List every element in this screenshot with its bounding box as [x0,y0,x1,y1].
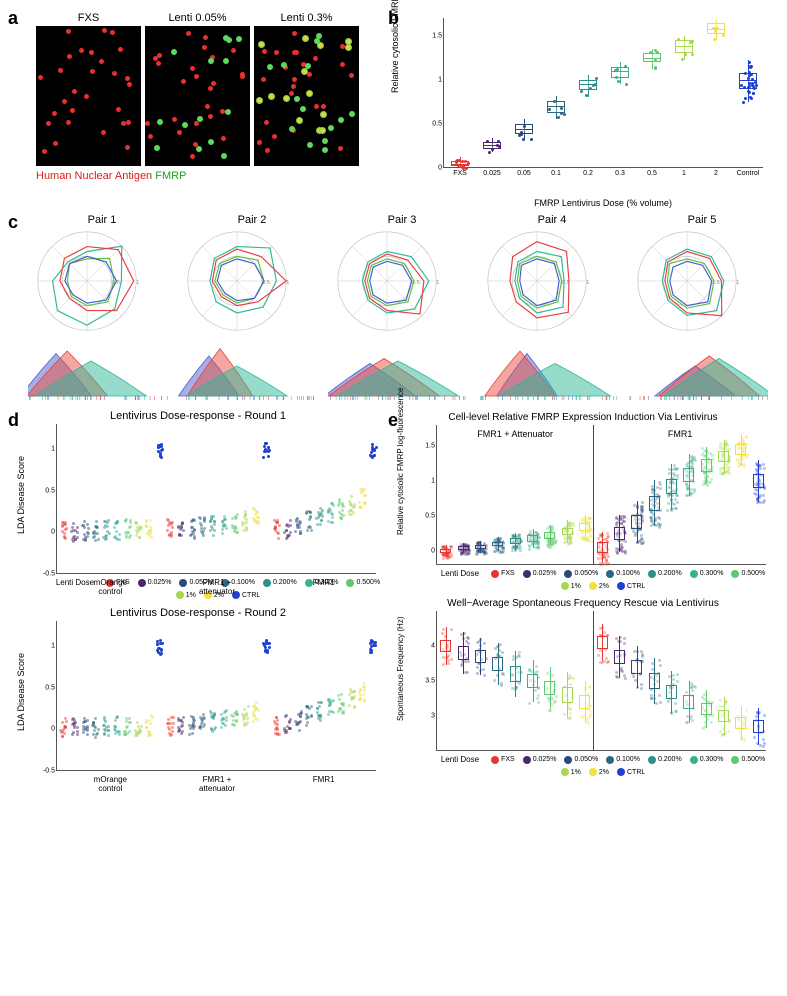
density-plot [178,341,318,401]
svg-text:1: 1 [136,280,139,286]
panel-c: c Pair 10.51Pair 20.51Pair 30.51Pair 40.… [8,214,778,404]
density-plot [628,341,768,401]
micrograph [254,26,359,166]
pair-title: Pair 3 [328,214,476,226]
panel-d: d Lentivirus Dose-response - Round 1LDA … [8,410,388,840]
micrograph [36,26,141,166]
caption-a: Human Nuclear Antigen FMRP [36,170,388,182]
box [611,67,629,78]
label-c: c [8,212,18,233]
micrograph-label: FXS [36,12,141,24]
pair-title: Pair 1 [28,214,176,226]
radar-chart: 0.51 [28,226,146,336]
svg-text:1: 1 [586,280,589,286]
density-plot [478,341,618,401]
label-a: a [8,8,18,29]
pair-title: Pair 5 [628,214,776,226]
caption-fmrp: FMRP [155,170,186,182]
xlabel-b: FMRP Lentivirus Dose (% volume) [443,198,763,208]
radar-chart: 0.51 [178,226,296,336]
micrograph-label: Lenti 0.3% [254,12,359,24]
boxplot: 33.54 [436,611,766,751]
radar-chart: 0.51 [478,226,596,336]
panel-e: e Cell-level Relative FMRP Expression In… [388,410,778,840]
radar-chart: 0.51 [628,226,746,336]
density-plot [28,341,168,401]
pair-title: Pair 2 [178,214,326,226]
micrograph-label: Lenti 0.05% [145,12,250,24]
panel-a: a FXS Lenti 0.05% Lenti 0.3% Human Nuclear… [8,8,388,208]
boxplot-b: 00.511.5FXS0.0250.050.10.20.30.512Contro… [443,18,763,168]
scatter-plot: -0.500.51mOrangecontrolFMR1 +attenuatorF… [56,424,376,574]
svg-text:1: 1 [736,280,739,286]
subtitle: Well−Average Spontaneous Frequency Rescu… [388,598,778,609]
figure: a FXS Lenti 0.05% Lenti 0.3% Human Nuclear… [0,0,787,848]
boxplot: 00.511.5FMR1 + AttenuatorFMR1 [436,425,766,565]
radar-chart: 0.51 [328,226,446,336]
caption-hna: Human Nuclear Antigen [36,170,152,182]
subtitle: Cell-level Relative FMRP Expression Indu… [388,412,778,423]
subtitle: Lentivirus Dose-response - Round 1 [8,410,388,422]
subtitle: Lentivirus Dose-response - Round 2 [8,607,388,619]
panel-b: b Relative cytosolic FMRP log−fluorescen… [388,8,778,208]
pair-title: Pair 4 [478,214,626,226]
svg-text:1: 1 [436,280,439,286]
ylabel-b: Relative cytosolic FMRP log−fluorescence [390,0,400,93]
legend: Lenti DoseFXS0.025%0.050%0.100%0.200%0.3… [428,755,778,776]
legend: Lenti DoseFXS0.025%0.050%0.100%0.200%0.3… [428,569,778,590]
scatter-plot: -0.500.51mOrangecontrolFMR1 +attenuatorF… [56,621,376,771]
micrograph [145,26,250,166]
